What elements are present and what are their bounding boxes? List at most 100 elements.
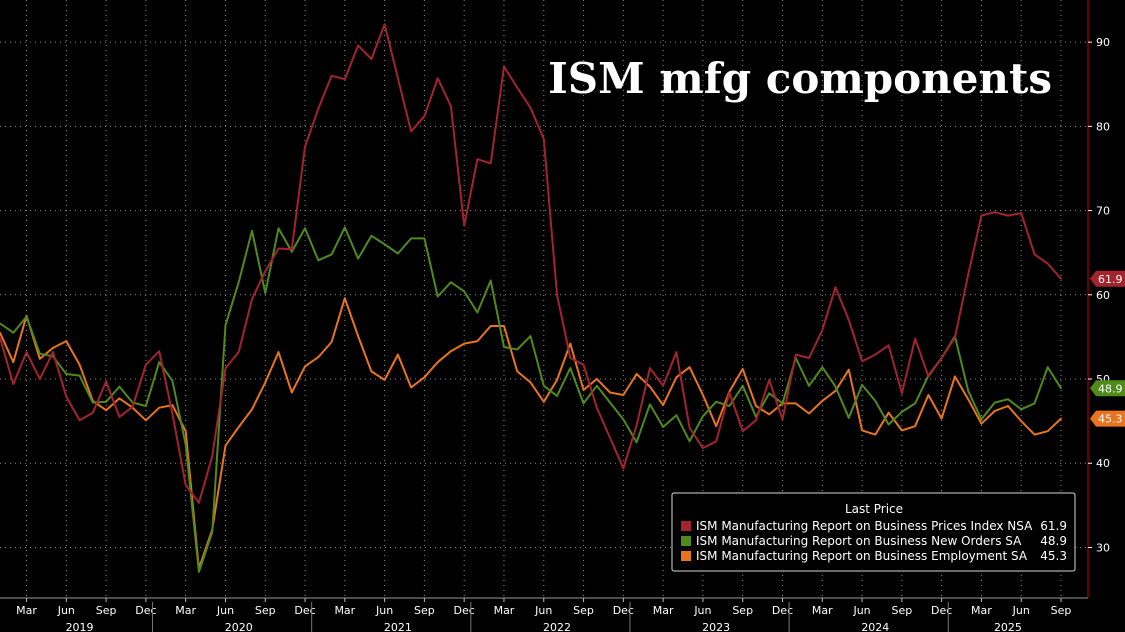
- data-point: [92, 401, 94, 404]
- x-tick-label: Mar: [812, 604, 833, 617]
- data-point: [768, 379, 771, 381]
- data-point: [901, 411, 903, 413]
- data-point: [410, 386, 412, 389]
- x-tick-label: Mar: [971, 604, 992, 617]
- data-point: [290, 248, 293, 251]
- legend-series-name: ISM Manufacturing Report on Business New…: [696, 534, 1022, 548]
- data-point: [662, 404, 664, 406]
- data-point: [65, 373, 68, 375]
- data-point: [516, 86, 519, 89]
- data-point: [38, 378, 41, 380]
- data-point: [967, 273, 969, 276]
- data-point: [383, 243, 386, 246]
- data-point: [92, 411, 94, 414]
- data-point: [582, 402, 585, 405]
- data-point: [264, 292, 267, 294]
- y-tick-label: 70: [1096, 205, 1110, 218]
- x-tick-label: Sep: [1051, 604, 1072, 617]
- data-point: [105, 400, 107, 403]
- x-tick-label: Sep: [414, 604, 435, 617]
- y-tick-label: 90: [1096, 36, 1110, 49]
- data-point: [715, 440, 717, 443]
- data-point: [556, 293, 558, 296]
- data-point: [516, 370, 519, 373]
- data-point: [914, 425, 916, 427]
- data-point: [184, 484, 187, 486]
- data-point: [887, 411, 890, 414]
- data-point: [1033, 433, 1036, 436]
- data-point: [861, 384, 863, 386]
- data-point: [503, 65, 505, 68]
- data-point: [609, 391, 611, 394]
- data-point: [304, 145, 306, 148]
- data-point: [821, 366, 824, 369]
- data-point: [171, 404, 174, 406]
- year-axis: 2019 2020 2021 2022 2023 2024 2025: [66, 602, 1022, 632]
- data-point: [609, 437, 611, 439]
- year-label: 2023: [702, 621, 730, 632]
- data-point: [370, 235, 373, 237]
- x-tick-label: Dec: [613, 604, 634, 617]
- data-point: [901, 429, 903, 432]
- x-tick-label: Mar: [653, 604, 674, 617]
- data-point: [901, 392, 903, 395]
- legend-swatch: [681, 521, 691, 531]
- data-point: [224, 444, 227, 447]
- data-point: [237, 426, 240, 428]
- year-label: 2020: [225, 621, 253, 632]
- data-point: [237, 281, 240, 283]
- x-tick-label: Jun: [375, 604, 393, 617]
- data-point: [65, 395, 68, 398]
- data-point: [675, 351, 678, 353]
- badge-shape: [1090, 410, 1125, 427]
- data-point: [357, 44, 359, 47]
- data-point: [304, 227, 306, 230]
- legend-header: Last Price: [845, 502, 903, 516]
- x-tick-label: Mar: [16, 604, 37, 617]
- last-value-badges: 61.9 48.9 45.3: [1090, 270, 1125, 427]
- data-point: [105, 380, 107, 383]
- data-point: [476, 158, 479, 160]
- data-point: [357, 257, 359, 260]
- data-point: [436, 77, 439, 80]
- data-point: [12, 383, 15, 385]
- x-tick-label: Mar: [175, 604, 196, 617]
- year-label: 2019: [66, 621, 94, 632]
- x-tick-label: Dec: [294, 604, 315, 617]
- data-point: [198, 571, 200, 573]
- data-point: [476, 340, 479, 342]
- data-point: [1060, 387, 1062, 390]
- data-point: [463, 224, 465, 227]
- data-point: [357, 335, 359, 337]
- data-point: [768, 392, 771, 395]
- data-point: [25, 315, 28, 318]
- data-point: [0, 331, 1, 334]
- data-point: [12, 331, 15, 334]
- data-point: [463, 290, 465, 293]
- x-tick-label: Mar: [334, 604, 355, 617]
- data-point: [688, 366, 691, 369]
- data-point: [649, 385, 651, 388]
- data-point: [1033, 402, 1036, 405]
- data-point: [582, 363, 585, 366]
- x-tick-label: Dec: [772, 604, 793, 617]
- data-point: [715, 425, 717, 427]
- badge-value: 61.9: [1098, 273, 1123, 286]
- x-tick-label: Sep: [255, 604, 276, 617]
- data-point: [927, 394, 930, 396]
- data-point: [65, 340, 68, 342]
- data-point: [344, 78, 346, 80]
- data-point: [171, 412, 174, 415]
- y-tick-label: 30: [1096, 541, 1110, 554]
- data-point: [861, 360, 863, 363]
- data-point: [609, 401, 611, 404]
- legend-swatch: [681, 551, 691, 561]
- data-point: [330, 75, 333, 77]
- data-point: [489, 162, 492, 165]
- data-point: [715, 400, 717, 403]
- badge-value: 48.9: [1098, 382, 1123, 395]
- y-tick-label: 80: [1096, 120, 1110, 133]
- data-point: [1020, 420, 1023, 422]
- legend: Last Price ISM Manufacturing Report on B…: [671, 492, 1076, 572]
- data-point: [848, 416, 850, 419]
